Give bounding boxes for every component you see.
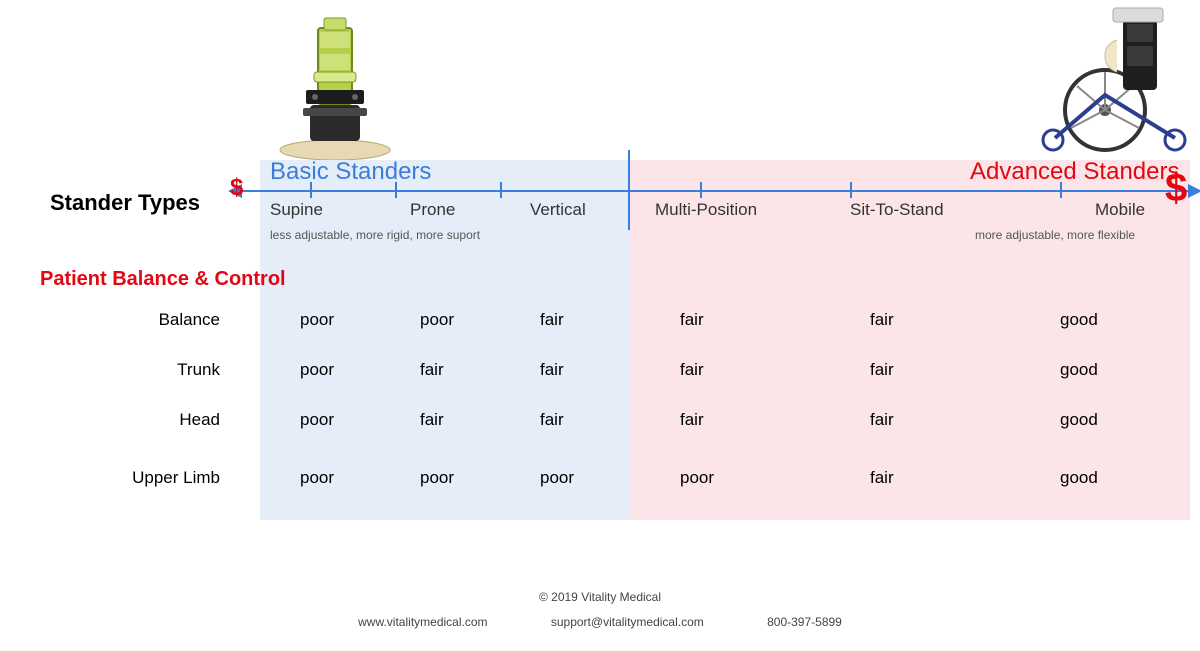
cell: good [1060,310,1200,330]
cell: fair [680,310,830,330]
cell: good [1060,360,1200,380]
axis-arrow-right-icon [1188,184,1200,198]
column-label-supine: Supine [270,200,420,220]
advanced-stander-icon [1035,0,1195,155]
cell: poor [540,468,690,488]
price-low-icon: $ [230,174,243,202]
row-label: Head [20,410,220,430]
group-basic-label: Basic Standers [270,158,431,186]
cell: fair [870,468,1020,488]
footer-phone: 800-397-5899 [767,615,842,629]
basic-stander-icon [270,10,400,160]
cell: fair [540,310,690,330]
cell: fair [680,410,830,430]
column-label-multi: Multi-Position [655,200,805,220]
infographic-canvas: $ $ Basic Standers Advanced Standers Sta… [0,0,1200,651]
footer-website: www.vitalitymedical.com [358,615,487,629]
subtext-basic: less adjustable, more rigid, more suport [270,228,480,242]
subtext-advanced: more adjustable, more flexible [975,228,1135,242]
footer-contact: www.vitalitymedical.com support@vitality… [0,615,1200,629]
stander-types-heading: Stander Types [50,190,200,216]
cell: fair [870,310,1020,330]
row-label: Balance [20,310,220,330]
group-advanced-label: Advanced Standers [970,158,1179,186]
cell: fair [870,360,1020,380]
row-label: Upper Limb [20,468,220,488]
footer-copyright: © 2019 Vitality Medical [0,590,1200,604]
axis-tick [500,182,502,198]
cell: fair [870,410,1020,430]
cell: poor [680,468,830,488]
axis-line [240,190,1190,192]
cell: fair [540,410,690,430]
row-label: Trunk [20,360,220,380]
section-header: Patient Balance & Control [40,268,286,291]
cell: good [1060,468,1200,488]
footer-email: support@vitalitymedical.com [551,615,704,629]
cell: good [1060,410,1200,430]
cell: fair [540,360,690,380]
axis-tick [700,182,702,198]
column-label-sit: Sit-To-Stand [850,200,1000,220]
cell: fair [680,360,830,380]
column-label-mobile: Mobile [1095,200,1200,220]
axis-tick [850,182,852,198]
